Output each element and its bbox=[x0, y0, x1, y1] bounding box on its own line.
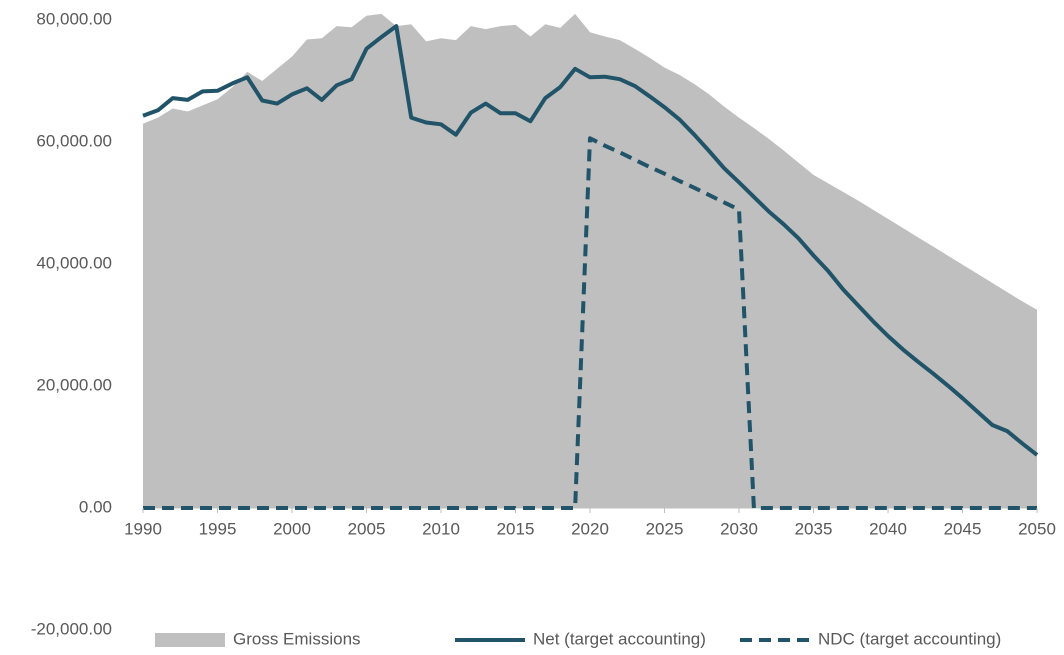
y-tick-label: 20,000.00 bbox=[36, 375, 112, 394]
x-tick-label: 1990 bbox=[124, 519, 162, 538]
x-tick-label: 2030 bbox=[720, 519, 758, 538]
y-tick-label: 60,000.00 bbox=[36, 131, 112, 150]
area bbox=[143, 13, 1037, 509]
legend-label: NDC (target accounting) bbox=[818, 629, 1001, 648]
line bbox=[142, 24, 1039, 457]
y-tick-label: 0.00 bbox=[79, 497, 112, 516]
x-tick-label: 2010 bbox=[422, 519, 460, 538]
legend-label: Gross Emissions bbox=[233, 629, 361, 648]
x-tick-label: 1995 bbox=[199, 519, 237, 538]
line bbox=[143, 136, 1037, 510]
x-tick-label: 2015 bbox=[497, 519, 535, 538]
x-tick-label: 2005 bbox=[348, 519, 386, 538]
legend-swatch bbox=[155, 633, 225, 647]
legend-label: Net (target accounting) bbox=[533, 629, 706, 648]
x-tick-label: 2040 bbox=[869, 519, 907, 538]
x-tick-label: 2000 bbox=[273, 519, 311, 538]
x-tick-label: 2020 bbox=[571, 519, 609, 538]
x-tick-label: 2025 bbox=[646, 519, 684, 538]
x-tick-label: 2035 bbox=[795, 519, 833, 538]
y-tick-label: 80,000.00 bbox=[36, 9, 112, 28]
y-tick-label: -20,000.00 bbox=[31, 619, 112, 638]
y-tick-label: 40,000.00 bbox=[36, 253, 112, 272]
x-tick-label: 2050 bbox=[1018, 519, 1056, 538]
x-tick-label: 2045 bbox=[944, 519, 982, 538]
